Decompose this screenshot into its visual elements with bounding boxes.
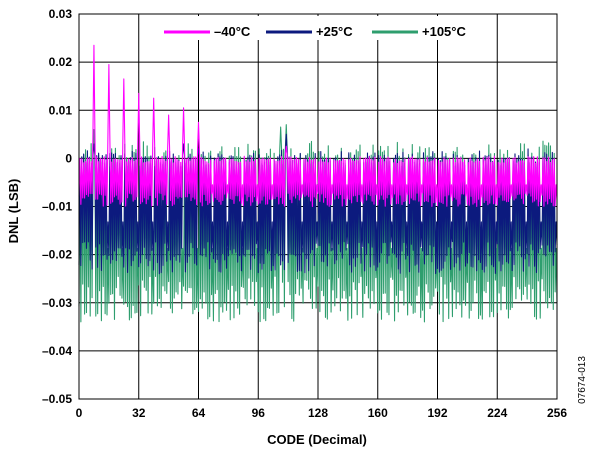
x-tick-label: 32 [132,406,146,420]
x-axis-title: CODE (Decimal) [267,432,367,447]
x-tick-label: 0 [76,406,83,420]
y-tick-label: –0.04 [42,344,72,358]
y-tick-label: –0.01 [42,200,72,214]
y-tick-labels: –0.05 –0.04 –0.03 –0.02 –0.01 0 0.01 0.02 0.03 [42,7,72,406]
x-tick-label: 256 [547,406,567,420]
y-tick-label: –0.03 [42,296,72,310]
y-axis-title: DNL (LSB) [6,179,21,244]
x-tick-label: 96 [252,406,266,420]
series-line-2 [78,44,558,208]
x-tick-label: 224 [487,406,507,420]
x-tick-label: 160 [368,406,388,420]
legend-background [150,16,486,40]
y-tick-label: 0.03 [49,7,73,21]
y-tick-label: 0 [65,151,72,165]
y-tick-label: 0.01 [49,103,73,117]
x-tick-label: 128 [308,406,328,420]
legend-label-plus105: +105°C [422,24,466,39]
x-tick-label: 64 [192,406,206,420]
y-tick-label: –0.02 [42,248,72,262]
figure-code: 07674-013 [577,356,588,404]
legend-label-plus25: +25°C [316,24,353,39]
y-tick-label: –0.05 [42,392,72,406]
y-tick-label: 0.02 [49,55,73,69]
x-tick-labels: 0 32 64 96 128 160 192 224 256 [76,406,568,420]
x-tick-label: 192 [427,406,447,420]
series-layer [78,44,558,323]
plot-frame [78,13,558,400]
legend-label-minus40: –40°C [214,24,251,39]
legend: –40°C +25°C +105°C [150,16,486,40]
